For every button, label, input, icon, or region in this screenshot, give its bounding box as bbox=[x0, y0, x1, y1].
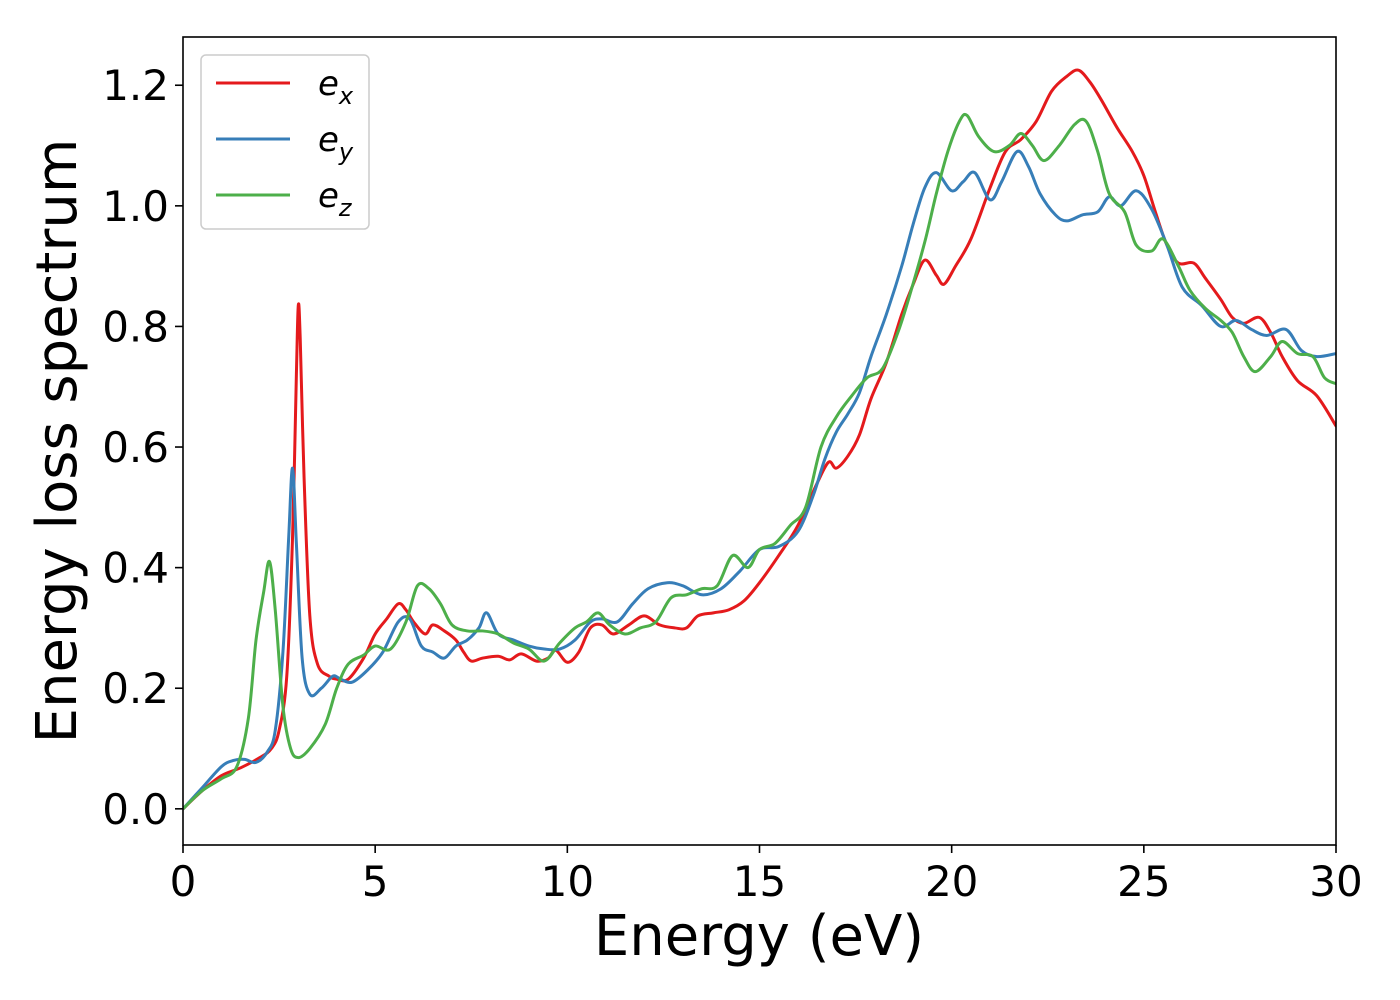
x-tick-label: 30 bbox=[1309, 857, 1362, 906]
x-tick-label: 25 bbox=[1117, 857, 1170, 906]
y-tick-label: 0.0 bbox=[102, 785, 169, 834]
y-axis-title: Energy loss spectrum bbox=[25, 139, 90, 744]
series-line-z bbox=[183, 112, 1336, 811]
y-tick-label: 0.8 bbox=[102, 302, 169, 351]
y-tick-label: 0.2 bbox=[102, 664, 169, 713]
y-tick-label: 1.0 bbox=[102, 182, 169, 231]
x-tick-label: 20 bbox=[925, 857, 978, 906]
series-line-x bbox=[183, 68, 1336, 811]
x-tick-label: 10 bbox=[541, 857, 594, 906]
legend-box bbox=[200, 54, 370, 230]
x-tick-label: 15 bbox=[733, 857, 786, 906]
y-tick-label: 0.4 bbox=[102, 544, 169, 593]
series-line-y bbox=[183, 149, 1336, 811]
x-tick-label: 0 bbox=[170, 857, 197, 906]
y-tick-label: 1.2 bbox=[102, 61, 169, 110]
y-tick-label: 0.6 bbox=[102, 423, 169, 472]
x-tick-label: 5 bbox=[362, 857, 389, 906]
x-axis-title: Energy (eV) bbox=[594, 904, 924, 969]
